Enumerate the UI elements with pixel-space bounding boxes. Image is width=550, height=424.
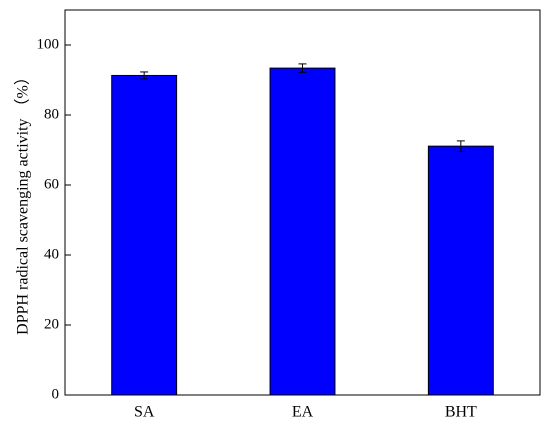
y-tick-label: 100 [37,36,60,52]
bar [427,145,494,396]
bar [269,67,336,396]
y-axis-label: DPPH radical scavenging activity （%） [14,69,32,335]
error-bar [456,140,465,152]
error-bar [140,71,149,80]
x-tick-label: EA [292,404,314,421]
bar [111,74,178,396]
y-tick-label: 0 [52,386,60,402]
y-tick-label: 40 [44,246,59,262]
error-bar [298,63,307,73]
x-tick-label: BHT [445,404,477,421]
y-tick-label: 60 [44,176,59,192]
y-tick-label: 80 [44,106,59,122]
x-tick-label: SA [134,404,155,421]
y-tick-label: 20 [44,316,59,332]
